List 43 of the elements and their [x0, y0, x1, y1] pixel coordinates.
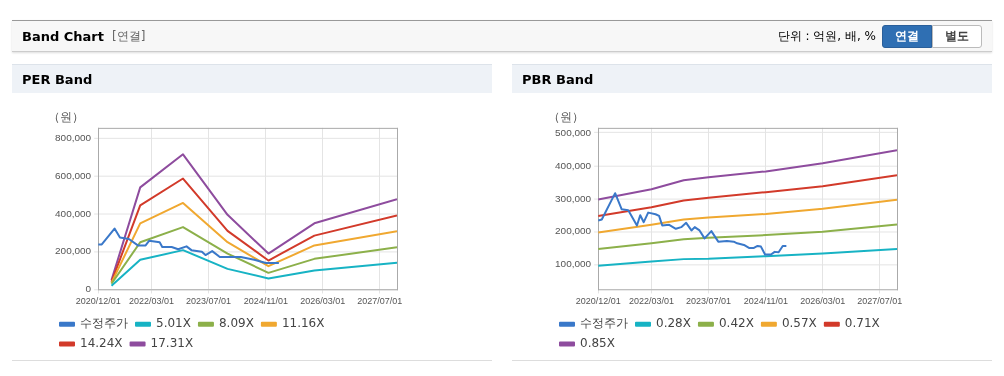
x-tick-label: 2023/07/01 — [686, 296, 732, 307]
y-axis-title: （원） — [548, 110, 585, 125]
legend-label: 5.01X — [156, 316, 191, 331]
x-tick-label: 2020/12/01 — [75, 296, 121, 307]
legend-label: 0.57X — [781, 316, 817, 331]
x-tick-label: 2024/11/01 — [743, 296, 789, 307]
x-tick-label: 2022/03/01 — [128, 296, 174, 307]
text: Band Chart — [22, 28, 104, 44]
y-tick-label: 400,000 — [555, 159, 592, 171]
x-tick-label: 2027/07/01 — [857, 296, 903, 307]
legend-label: 11.16X — [281, 316, 325, 331]
legend-label: 수정주가 — [80, 316, 129, 331]
y-tick-label: 600,000 — [55, 169, 92, 181]
x-tick-label: 2024/11/01 — [243, 296, 289, 307]
x-tick-label: 2022/03/01 — [628, 296, 674, 307]
y-tick-label: 0 — [85, 283, 92, 295]
y-tick-label: 200,000 — [555, 225, 592, 237]
legend-label: 17.31X — [150, 336, 194, 351]
text: 단위 : 억원, 배, % — [777, 27, 876, 45]
legend-label: 14.24X — [80, 336, 123, 351]
chart-title: PER Band — [12, 64, 492, 93]
y-tick-label: 100,000 — [555, 258, 592, 270]
x-tick-label: 2026/03/01 — [300, 296, 346, 307]
chart-title: PBR Band — [512, 64, 992, 93]
y-tick-label: 400,000 — [55, 207, 92, 219]
y-axis-title: （원） — [48, 110, 85, 125]
legend-label: 8.09X — [218, 316, 254, 331]
y-tick-label: 500,000 — [555, 126, 592, 138]
text: 연결 — [882, 24, 932, 48]
x-tick-label: 2023/07/01 — [186, 296, 232, 307]
y-tick-label: 200,000 — [55, 245, 92, 257]
legend-label: 0.71X — [844, 316, 880, 331]
x-tick-label: 2027/07/01 — [357, 296, 403, 307]
y-tick-label: 300,000 — [555, 192, 592, 204]
text: 별도 — [932, 24, 982, 48]
y-tick-label: 800,000 — [55, 132, 92, 143]
x-tick-label: 2026/03/01 — [800, 296, 846, 307]
legend-label: 0.42X — [718, 316, 754, 331]
text: [연결] — [111, 27, 146, 45]
legend-label: 수정주가 — [580, 316, 629, 331]
legend-label: 0.85X — [580, 336, 615, 351]
x-tick-label: 2020/12/01 — [575, 296, 621, 307]
legend-label: 0.28X — [656, 316, 691, 331]
